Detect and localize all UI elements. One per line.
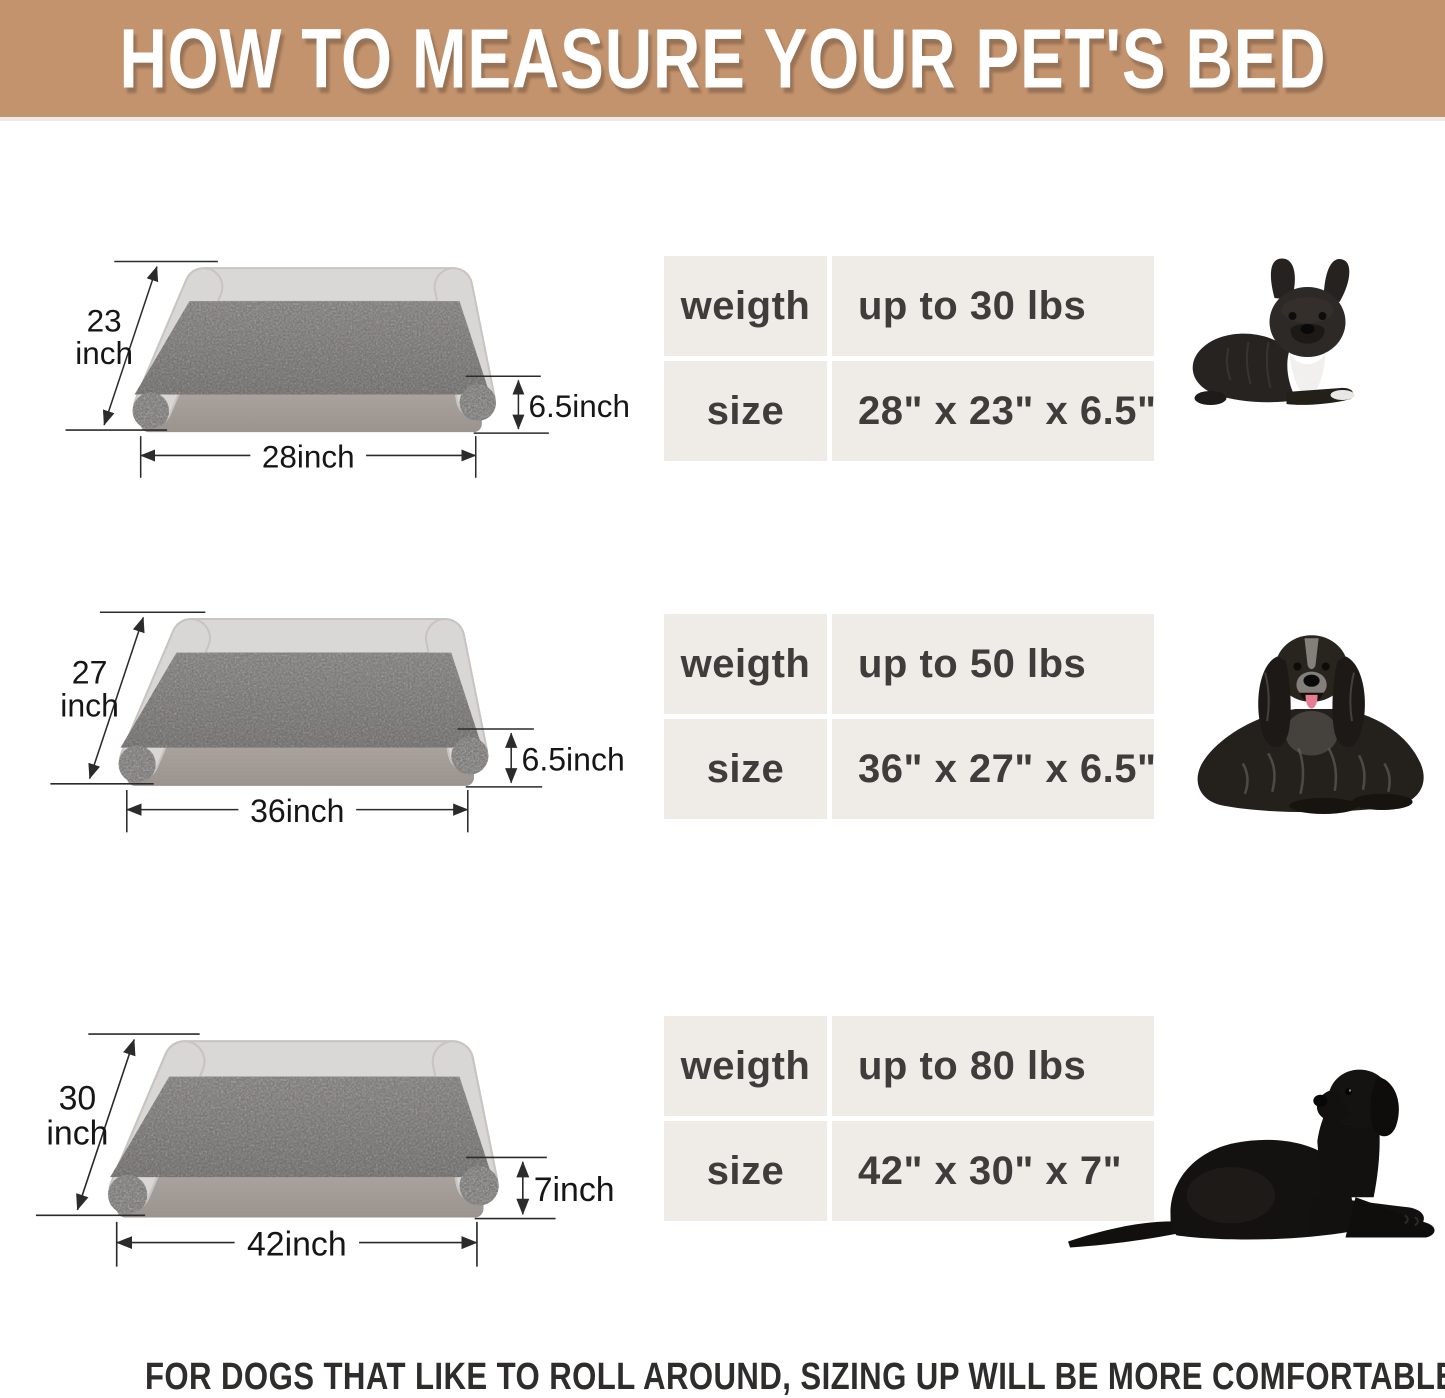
dog-silhouette <box>1068 1069 1435 1248</box>
size-label-cell: size <box>664 719 827 819</box>
dog-silhouette <box>1197 635 1424 814</box>
dog-ear <box>1370 1076 1399 1137</box>
page-title: HOW TO MEASURE YOUR PET'S BED <box>119 10 1326 106</box>
depth-unit-label: inch <box>60 688 119 724</box>
spec-table-small: weigth up to 30 lbs size 28" x 23" x 6.5… <box>664 256 1156 461</box>
size-value-cell: 42" x 30" x 7" <box>832 1121 1154 1221</box>
spec-table-medium: weigth up to 50 lbs size 36" x 27" x 6.5… <box>664 614 1156 819</box>
dog-tail <box>1068 1221 1179 1248</box>
dimension-lines <box>65 260 549 478</box>
weight-label-cell: weigth <box>664 1016 827 1116</box>
footer: FOR DOGS THAT LIKE TO ROLL AROUND, SIZIN… <box>0 1356 1445 1398</box>
width-label: 28inch <box>262 440 355 475</box>
header-banner: HOW TO MEASURE YOUR PET'S BED <box>0 0 1445 121</box>
dog-silhouette <box>1192 258 1355 405</box>
height-label: 6.5inch <box>529 389 630 424</box>
dimension-labels: 30 inch 42inch 7inch <box>46 1079 614 1263</box>
bed-illustration <box>118 617 489 786</box>
dog-tongue <box>1305 694 1318 709</box>
footer-note: FOR DOGS THAT LIKE TO ROLL AROUND, SIZIN… <box>144 1356 1445 1398</box>
depth-unit-label: inch <box>75 336 133 371</box>
weight-label-cell: weigth <box>664 256 827 356</box>
weight-value-cell: up to 50 lbs <box>832 614 1154 714</box>
depth-value-label: 23 <box>87 304 122 339</box>
size-value-cell: 36" x 27" x 6.5" <box>832 719 1156 819</box>
bed-illustration <box>107 1040 499 1218</box>
weight-label-cell: weigth <box>664 614 827 714</box>
size-label-cell: size <box>664 1121 827 1221</box>
depth-unit-label: inch <box>46 1114 108 1152</box>
depth-value-label: 27 <box>72 655 108 691</box>
spec-table-large: weigth up to 80 lbs size 42" x 30" x 7" <box>664 1016 1154 1221</box>
bed-illustration <box>132 267 497 433</box>
dog-ear-left <box>1270 258 1295 300</box>
dog-ear-right <box>1323 258 1350 302</box>
size-value-cell: 28" x 23" x 6.5" <box>832 361 1156 461</box>
bed-diagram-small: 23 inch 28inch 6.5inch <box>65 260 630 478</box>
dog-chest-patch <box>1289 352 1326 401</box>
dog-ear-left <box>1258 656 1291 748</box>
width-label: 42inch <box>247 1226 347 1264</box>
bed-base <box>140 388 482 433</box>
dimension-labels: 23 inch 28inch 6.5inch <box>75 304 630 475</box>
dimension-labels: 27 inch 36inch 6.5inch <box>60 655 625 829</box>
bed-diagram-large: 30 inch 42inch 7inch <box>35 1033 615 1267</box>
width-label: 36inch <box>250 793 344 829</box>
cocker-spaniel-image <box>1197 635 1424 814</box>
height-label: 7inch <box>534 1171 615 1209</box>
black-labrador-image <box>1068 1069 1435 1248</box>
depth-value-label: 30 <box>59 1079 97 1117</box>
weight-value-cell: up to 80 lbs <box>832 1016 1154 1116</box>
dimension-lines <box>35 1033 556 1267</box>
height-label: 6.5inch <box>522 741 625 777</box>
size-label-cell: size <box>664 361 827 461</box>
dimension-lines <box>50 611 543 833</box>
weight-value-cell: up to 30 lbs <box>832 256 1154 356</box>
dog-ear-right <box>1332 656 1365 748</box>
french-bulldog-image <box>1192 258 1355 405</box>
bed-diagram-medium: 27 inch 36inch 6.5inch <box>50 611 625 833</box>
